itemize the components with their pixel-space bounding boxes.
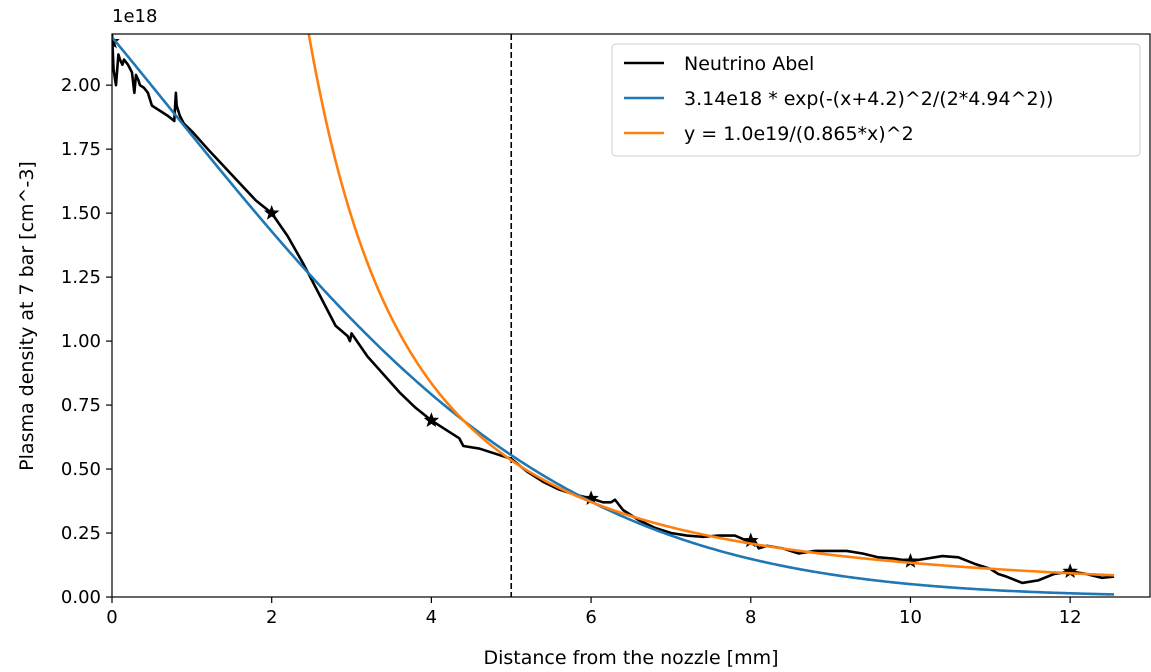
legend-label-0: Neutrino Abel <box>684 53 814 75</box>
star-marker-5 <box>902 553 919 568</box>
x-tick-label: 0 <box>106 607 117 628</box>
y-tick-label: 1.50 <box>61 203 101 224</box>
y-tick-label: 1.00 <box>61 331 101 352</box>
legend-box <box>611 43 1141 157</box>
y-tick-label: 0.25 <box>61 523 101 544</box>
y-tick-label: 0.00 <box>61 587 101 608</box>
y-axis-label: Plasma density at 7 bar [cm^-3] <box>16 161 38 471</box>
series-line-0 <box>112 34 1115 585</box>
y-tick-label: 1.75 <box>61 139 101 160</box>
x-tick-label: 2 <box>266 607 277 628</box>
star-marker-2 <box>423 412 440 428</box>
y-tick-label: 2.00 <box>61 75 101 96</box>
x-tick-label: 8 <box>745 607 756 628</box>
axes <box>111 33 1151 598</box>
legend: Neutrino Abel 3.14e18 * exp(-(x+4.2)^2/(2… <box>611 43 1141 157</box>
axes-frame <box>111 33 1151 598</box>
x-tick-label: 6 <box>585 607 596 628</box>
ticks: 0 2 4 6 8 10 12 0.00 0.25 0.50 0.75 1.00 1.25 1.50 1.7… <box>61 75 1082 628</box>
plot-lines <box>112 34 1115 597</box>
x-tick-label: 12 <box>1059 607 1082 628</box>
y-offset-text: 1e18 <box>112 6 157 27</box>
y-tick-label: 0.50 <box>61 459 101 480</box>
x-tick-label: 4 <box>426 607 437 628</box>
x-axis-label: Distance from the nozzle [mm] <box>483 647 778 669</box>
star-marker-1 <box>263 204 280 220</box>
legend-label-1: 3.14e18 * exp(-(x+4.2)^2/(2*4.94^2)) <box>684 88 1053 110</box>
series-line-2 <box>307 34 1115 577</box>
legend-label-2: y = 1.0e19/(0.865*x)^2 <box>684 123 914 145</box>
y-tick-label: 0.75 <box>61 395 101 416</box>
series-line-1 <box>112 36 1115 596</box>
y-tick-label: 1.25 <box>61 267 101 288</box>
x-tick-label: 10 <box>899 607 922 628</box>
